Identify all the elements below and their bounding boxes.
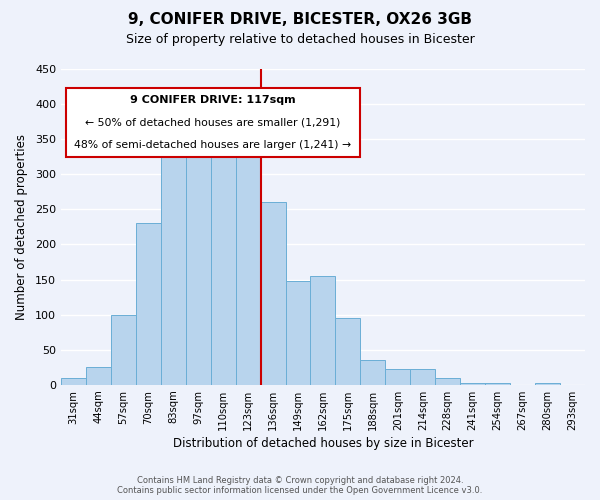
- Bar: [136, 224, 161, 385]
- Text: 48% of semi-detached houses are larger (1,241) →: 48% of semi-detached houses are larger (…: [74, 140, 352, 150]
- Bar: [460, 382, 485, 385]
- Text: Contains HM Land Registry data © Crown copyright and database right 2024.: Contains HM Land Registry data © Crown c…: [137, 476, 463, 485]
- Bar: [260, 202, 286, 385]
- Y-axis label: Number of detached properties: Number of detached properties: [15, 134, 28, 320]
- Text: Size of property relative to detached houses in Bicester: Size of property relative to detached ho…: [125, 32, 475, 46]
- X-axis label: Distribution of detached houses by size in Bicester: Distribution of detached houses by size …: [173, 437, 473, 450]
- Bar: [310, 276, 335, 385]
- Bar: [211, 122, 236, 385]
- Text: Contains public sector information licensed under the Open Government Licence v3: Contains public sector information licen…: [118, 486, 482, 495]
- Bar: [435, 378, 460, 385]
- Bar: [111, 314, 136, 385]
- Bar: [61, 378, 86, 385]
- Bar: [86, 368, 111, 385]
- Bar: [186, 125, 211, 385]
- Bar: [236, 136, 260, 385]
- Bar: [385, 370, 410, 385]
- Text: 9, CONIFER DRIVE, BICESTER, OX26 3GB: 9, CONIFER DRIVE, BICESTER, OX26 3GB: [128, 12, 472, 28]
- Text: ← 50% of detached houses are smaller (1,291): ← 50% of detached houses are smaller (1,…: [85, 118, 341, 128]
- Bar: [335, 318, 361, 385]
- Bar: [286, 281, 310, 385]
- Bar: [161, 128, 186, 385]
- Bar: [535, 382, 560, 385]
- Bar: [485, 384, 510, 385]
- Text: 9 CONIFER DRIVE: 117sqm: 9 CONIFER DRIVE: 117sqm: [130, 95, 296, 105]
- Bar: [361, 360, 385, 385]
- Bar: [410, 370, 435, 385]
